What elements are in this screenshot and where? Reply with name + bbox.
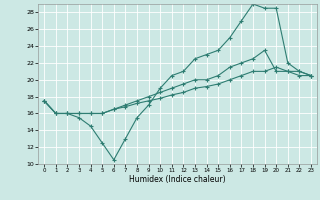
- X-axis label: Humidex (Indice chaleur): Humidex (Indice chaleur): [129, 175, 226, 184]
